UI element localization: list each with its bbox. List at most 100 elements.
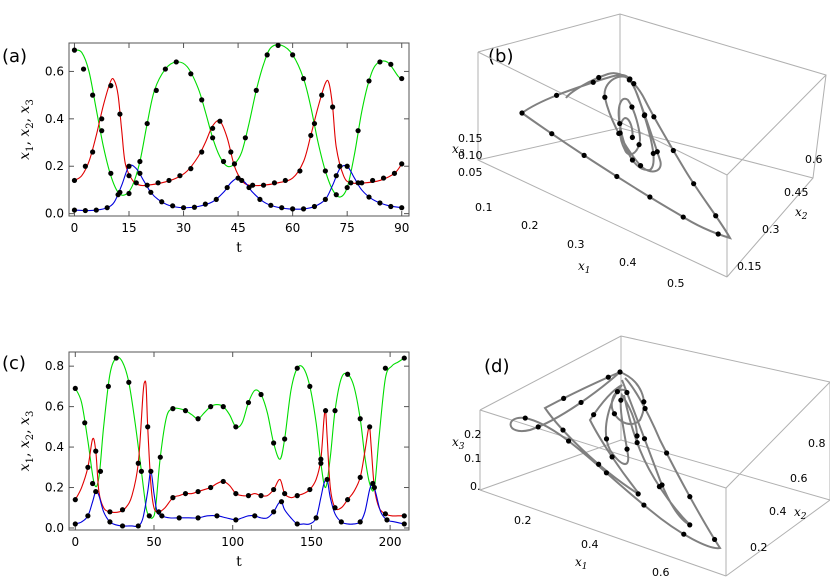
data-point [337,163,343,169]
data-point [391,170,398,176]
data-point [71,177,78,184]
data-point [359,180,365,186]
y-axis-label: x1, x2, x3 [17,99,36,160]
data-point [382,511,388,517]
data-point [173,59,179,65]
data-point [252,513,258,519]
data-point [156,509,162,515]
data-point [126,190,132,197]
x1-tick-b-0.4: 0.4 [619,256,637,269]
data-point [366,194,372,200]
data-point [318,460,324,466]
y-tick-label: 0.2 [45,159,64,173]
x-tick-label: 30 [176,221,191,235]
data-point [138,468,145,474]
x2-tick-b-0.6: 0.6 [805,153,823,166]
trajectory-point [596,461,602,467]
series-line-2 [75,470,405,528]
series-line-0 [74,356,405,519]
data-point [377,200,383,206]
data-point [382,365,388,371]
trajectory-point [624,389,630,396]
trajectory-point [681,531,687,537]
data-point [401,355,407,361]
data-point [307,383,313,389]
data-point [294,365,300,371]
data-point [135,460,141,466]
y-axis-label: x1, x2, x3 [17,411,36,472]
series-line-1 [74,78,403,187]
data-point [370,480,376,487]
data-point [195,488,201,495]
y-tick-label: 0.0 [45,207,64,221]
data-point [170,495,176,501]
data-point [117,111,123,117]
x2-tick-d-0.6: 0.6 [790,472,808,485]
data-point [153,87,159,93]
trajectory-point [565,438,572,444]
data-point [90,149,96,155]
trajectory-point [680,214,686,220]
trajectory-point [603,436,610,442]
x2-tick-b-0.15: 0.15 [737,260,762,273]
data-point [242,135,248,141]
trajectory-point [654,149,660,155]
timeseries-plot-a: 0 15 30 45 60 75 90 0.0 0.2 0.4 0.6 t x1, x2, x3 [17,42,410,256]
trajectory-point [641,502,647,508]
data-point [300,206,307,212]
data-point [195,515,201,521]
x-tick-label: 0 [71,221,79,235]
trajectory-point [642,405,648,412]
data-point [308,132,314,139]
trajectory-point [629,104,635,110]
data-point [233,490,239,497]
x-tick-label: 150 [300,535,323,549]
panel-label-b: (b) [488,46,513,67]
trajectory-point [631,81,637,87]
trajectory-point [560,427,566,433]
data-point [104,205,110,211]
x-axis-label: t [236,240,242,256]
data-point [188,166,194,172]
x-tick-label: 100 [221,535,244,549]
data-point [355,180,361,186]
data-point [357,416,363,422]
data-point [318,456,324,462]
data-point [157,454,163,460]
data-point [119,507,126,513]
data-point [231,161,238,167]
data-point [384,517,390,523]
data-point [297,168,303,174]
data-point [355,128,361,134]
data-point [233,517,239,523]
data-point [155,180,161,186]
panel-label-c: (c) [2,353,26,374]
data-point [271,486,277,493]
trajectory-point [670,147,676,154]
data-point [177,173,183,179]
x-tick-label: 90 [394,221,409,235]
data-point [367,424,373,430]
trajectory-point [635,491,641,497]
trajectory-point [641,436,648,442]
data-point [357,519,363,525]
data-point [133,180,139,186]
trajectory-point [663,450,670,456]
trajectory-point [617,369,623,375]
box-d-edges [479,336,830,577]
data-point [144,120,150,127]
data-point [282,490,288,497]
trajectory-d [509,371,722,550]
x1-tick-d-0.6: 0.6 [652,566,670,579]
data-point [271,509,277,515]
data-point [271,440,277,446]
data-point [210,125,216,131]
data-point [105,383,111,389]
data-point [72,497,78,503]
y-tick-label: 0.4 [45,440,64,454]
trajectory-point [549,131,555,137]
trajectory-point [626,77,632,83]
data-point [322,168,328,174]
data-point [338,519,344,525]
